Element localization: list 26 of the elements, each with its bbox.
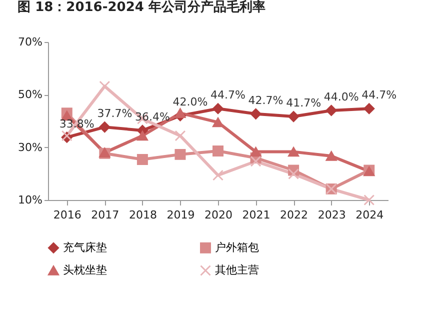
legend-label: 头枕坐垫 — [63, 264, 107, 276]
legend-label: 其他主营 — [215, 264, 259, 276]
legend-label: 户外箱包 — [215, 240, 259, 254]
data-label: 36.4% — [134, 110, 170, 124]
x-tick-label: 2016 — [53, 208, 82, 222]
y-tick-label: 50% — [18, 88, 42, 102]
y-tick-label: 10% — [18, 194, 42, 206]
data-label: 37.7% — [97, 107, 132, 120]
x-tick-label: 2017 — [91, 208, 120, 222]
data-label: 44.0% — [324, 90, 359, 104]
x-tick-label: 2024 — [356, 208, 384, 222]
data-label: 42.0% — [172, 96, 208, 109]
x-tick-label: 2020 — [204, 208, 232, 222]
x-tick-label: 2023 — [318, 208, 346, 222]
y-tick-label: 30% — [18, 140, 42, 154]
chart-title: 图 18：2016-2024 年公司分产品毛利率 — [18, 0, 266, 15]
x-tick-label: 2018 — [128, 208, 157, 222]
y-tick-label: 70% — [18, 36, 42, 48]
data-label: 41.7% — [286, 96, 322, 110]
legend-label: 充气床垫 — [63, 240, 107, 254]
data-label: 44.7% — [210, 88, 246, 102]
x-tick-label: 2019 — [166, 208, 195, 222]
data-label: 44.7% — [362, 88, 397, 102]
x-tick-label: 2022 — [280, 208, 308, 222]
data-label: 42.7% — [248, 94, 284, 107]
x-tick-label: 2021 — [242, 208, 270, 222]
